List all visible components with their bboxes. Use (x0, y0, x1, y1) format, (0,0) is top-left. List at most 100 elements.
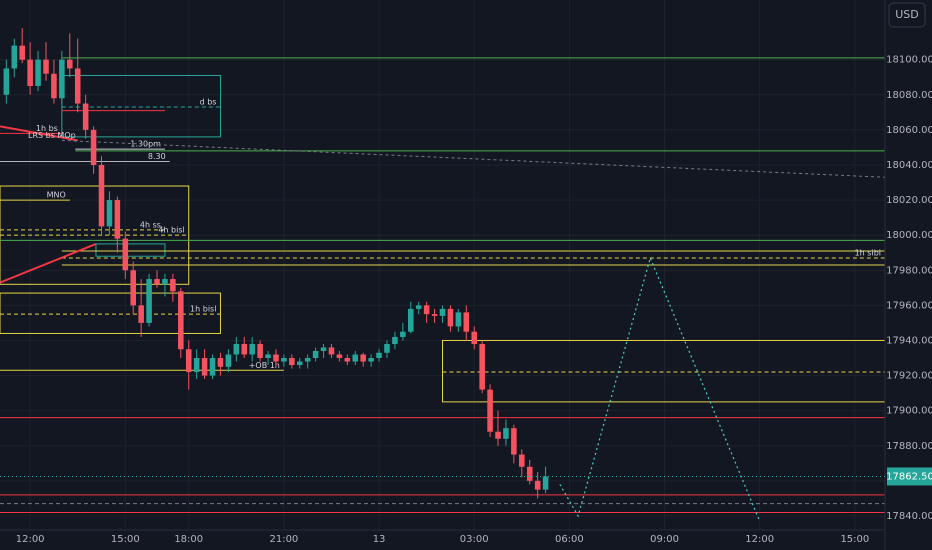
candle-body (74, 68, 81, 104)
y-tick-label: 17920.00 (886, 371, 932, 382)
zone-box (95, 243, 166, 257)
candle-body (146, 279, 152, 323)
candle-body (114, 200, 121, 239)
candle-body (265, 354, 271, 359)
level-label: 4h ss (140, 220, 161, 229)
candle-body (542, 476, 549, 490)
level-label: 4h bisl (158, 226, 184, 235)
y-tick-label: 18000.00 (886, 230, 932, 241)
candle-body (400, 331, 406, 337)
x-tick-label: 15:00 (111, 534, 140, 545)
candle-body (170, 279, 176, 292)
candle-body (67, 59, 73, 69)
candle-body (408, 308, 414, 332)
currency[interactable]: USD (895, 8, 919, 21)
trend-line (0, 243, 97, 284)
candle-body (138, 305, 144, 323)
candle-body (511, 428, 517, 455)
x-tick-label: 12:00 (745, 534, 774, 545)
y-tick-label: 17880.00 (886, 441, 932, 452)
candle-body (19, 45, 25, 60)
candle-body (296, 361, 303, 366)
candle-body (431, 314, 438, 316)
x-tick-label: 15:00 (840, 534, 869, 545)
y-tick-label: 18080.00 (886, 90, 932, 101)
candle-body (27, 59, 33, 86)
candle-body (352, 354, 359, 362)
x-tick-label: 09:00 (650, 534, 679, 545)
y-tick-label: 18060.00 (886, 125, 932, 136)
y-tick-label: 17960.00 (886, 300, 932, 311)
projection-path (559, 256, 761, 522)
candle-body (51, 73, 57, 99)
candle-body (217, 358, 224, 367)
candle-body (122, 238, 129, 271)
candle-body (82, 103, 89, 130)
candle-body (368, 358, 374, 362)
candle-body (344, 358, 351, 362)
level-label: 8.30 (148, 152, 166, 161)
y-tick-label: 17940.00 (886, 335, 932, 346)
candle-body (463, 312, 470, 332)
candle-body (281, 358, 287, 362)
candles (3, 28, 549, 499)
level-label: +OB 1h (249, 361, 280, 370)
candle-body (471, 331, 477, 344)
x-tick-label: 21:00 (269, 534, 298, 545)
candle-body (304, 358, 311, 362)
candle-body (90, 129, 97, 165)
candle-body (455, 312, 462, 327)
candle-body (273, 354, 279, 362)
candle-body (193, 358, 200, 373)
y-tick-label: 17980.00 (886, 265, 932, 276)
candle-body (154, 279, 160, 285)
y-tick-label: 18040.00 (886, 160, 932, 171)
candle-body (98, 164, 105, 227)
candle-body (384, 343, 390, 353)
candle-body (185, 349, 192, 373)
candle-body (392, 336, 398, 344)
x-tick-label: 12:00 (16, 534, 45, 545)
x-tick-label: 18:00 (174, 534, 203, 545)
trend-line (61, 139, 886, 178)
last-price-label: 17862.50 (886, 471, 932, 482)
candle-body (487, 389, 493, 432)
level-label: 1h sibl (855, 248, 881, 257)
trend-line (0, 125, 78, 142)
candle-body (447, 308, 454, 327)
candle-body (289, 358, 295, 366)
level-label: 1.30pm (130, 140, 161, 149)
x-tick-label: 06:00 (555, 534, 584, 545)
candle-body (360, 354, 366, 362)
currency-button[interactable] (888, 2, 926, 28)
level-label: 1h bs (36, 124, 58, 133)
candle-body (328, 347, 335, 355)
candle-body (249, 343, 255, 355)
candle-body (320, 347, 327, 351)
trend-label: LRS bs MOp (28, 131, 76, 140)
candle-body (35, 59, 41, 86)
candle-body (526, 466, 533, 481)
candle-body (336, 354, 343, 359)
candle-body (312, 350, 319, 359)
candle-body (423, 305, 430, 315)
candle-body (376, 352, 382, 359)
candle-body (439, 308, 446, 316)
x-tick-label: 03:00 (460, 534, 489, 545)
zone-box (0, 292, 221, 334)
y-tick-label: 17840.00 (886, 511, 932, 522)
candle-body (503, 428, 509, 439)
candle-body (519, 454, 525, 467)
candle-body (479, 343, 485, 390)
last-price-tag (887, 467, 932, 486)
candle-body (257, 343, 263, 359)
y-tick-label: 18100.00 (886, 55, 932, 66)
level-label: MNO (47, 191, 66, 200)
candle-body (162, 279, 168, 285)
candle-body (43, 59, 49, 74)
zone-box (61, 74, 221, 138)
level-label: d bs (200, 98, 217, 107)
